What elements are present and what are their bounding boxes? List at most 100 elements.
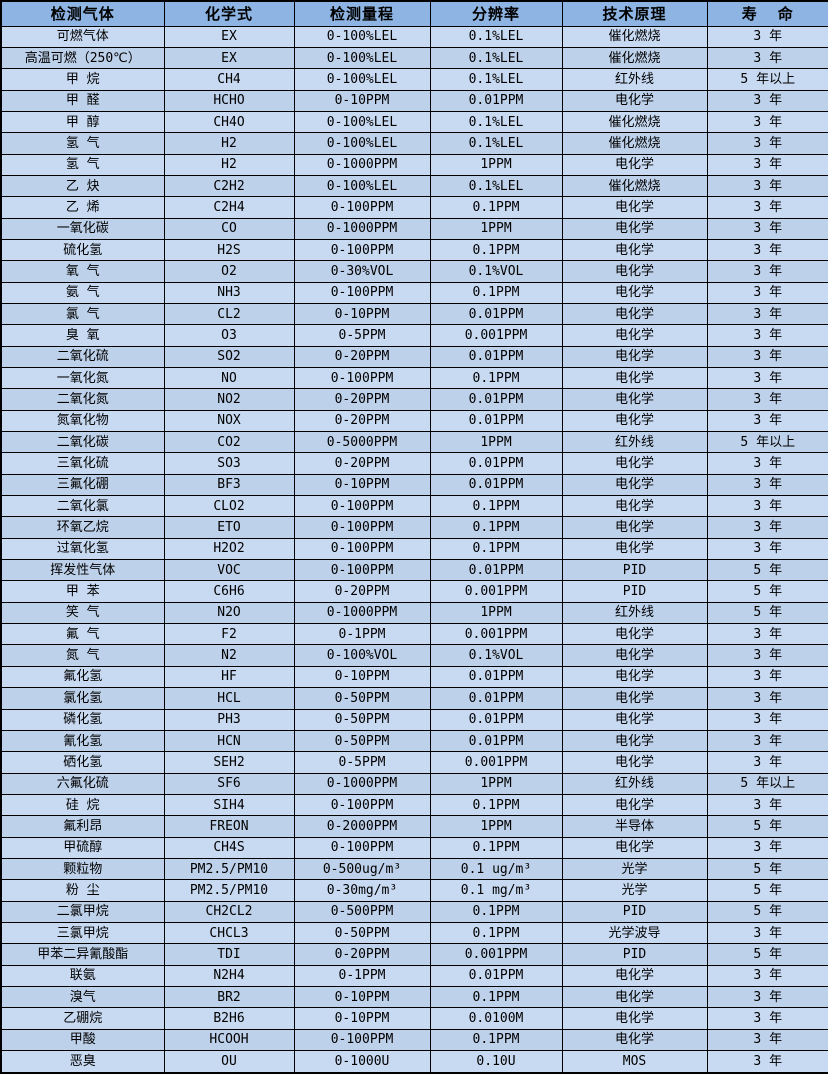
table-row: 甲 醇 CH4O 0-100%LEL 0.1%LEL 催化燃烧 3 年	[0, 110, 828, 134]
cell: 0.01PPM	[429, 687, 563, 710]
cell: 电化学	[561, 324, 708, 347]
cell: CH4	[163, 68, 295, 91]
cell: CH4O	[163, 110, 295, 134]
cell: 催化燃烧	[561, 132, 708, 155]
cell: 联氨	[0, 964, 165, 987]
cell: 3 年	[706, 708, 828, 731]
cell: 3 年	[706, 516, 828, 539]
cell: 0.1PPM	[429, 238, 563, 262]
cell: B2H6	[163, 1007, 295, 1030]
cell: 乙硼烷	[0, 1007, 165, 1030]
cell: O3	[163, 324, 295, 347]
cell: 电化学	[561, 473, 708, 497]
cell: 二氧化硫	[0, 345, 165, 369]
cell: 0-100PPM	[293, 281, 431, 304]
cell: 3 年	[706, 89, 828, 112]
cell: 0.01PPM	[429, 473, 563, 497]
cell: 3 年	[706, 345, 828, 369]
table-row: 氢 气 H2 0-1000PPM 1PPM 电化学 3 年	[0, 153, 828, 176]
cell: 硒化氢	[0, 751, 165, 774]
cell: 电化学	[561, 729, 708, 753]
table-row: 联氨 N2H4 0-1PPM 0.01PPM 电化学 3 年	[0, 964, 828, 987]
cell: FREON	[163, 815, 295, 838]
cell: 0.01PPM	[429, 964, 563, 987]
cell: 0.1%LEL	[429, 25, 563, 48]
cell: 0.001PPM	[429, 580, 563, 603]
cell: 1PPM	[429, 431, 563, 454]
cell: 1PPM	[429, 772, 563, 795]
cell: HCOOH	[163, 1028, 295, 1052]
cell: 电化学	[561, 495, 708, 518]
cell: 氨 气	[0, 281, 165, 304]
cell: 0.1%VOL	[429, 644, 563, 667]
cell: 电化学	[561, 89, 708, 112]
table-row: 臭 氧 O3 0-5PPM 0.001PPM 电化学 3 年	[0, 324, 828, 347]
cell: 二氧化碳	[0, 431, 165, 454]
cell: 0.001PPM	[429, 943, 563, 966]
cell: 0.01PPM	[429, 409, 563, 433]
cell: 0.1PPM	[429, 366, 563, 390]
cell: 0.1PPM	[429, 537, 563, 561]
cell: 3 年	[706, 623, 828, 646]
cell: 二氯甲烷	[0, 900, 165, 923]
cell: 3 年	[706, 452, 828, 475]
cell: 氯 气	[0, 302, 165, 326]
cell: 甲苯二异氰酸酯	[0, 943, 165, 966]
table-row: 二氯甲烷 CH2CL2 0-500PPM 0.1PPM PID 5 年	[0, 900, 828, 923]
table-row: 氰化氢 HCN 0-50PPM 0.01PPM 电化学 3 年	[0, 729, 828, 753]
cell: 电化学	[561, 238, 708, 262]
cell: CHCL3	[163, 921, 295, 945]
cell: 0.1PPM	[429, 921, 563, 945]
cell: 三氯甲烷	[0, 921, 165, 945]
cell: 3 年	[706, 110, 828, 134]
cell: 0.1%LEL	[429, 110, 563, 134]
cell: TDI	[163, 943, 295, 966]
cell: 1PPM	[429, 815, 563, 838]
cell: PID	[561, 943, 708, 966]
cell: 0-100PPM	[293, 836, 431, 859]
cell: 5 年以上	[706, 68, 828, 91]
cell: 三氟化硼	[0, 473, 165, 497]
cell: 过氧化氢	[0, 537, 165, 561]
cell: 0.001PPM	[429, 751, 563, 774]
cell: 0-20PPM	[293, 388, 431, 411]
cell: C6H6	[163, 580, 295, 603]
cell: 0-5PPM	[293, 324, 431, 347]
cell: 3 年	[706, 409, 828, 433]
table-row: 甲苯二异氰酸酯 TDI 0-20PPM 0.001PPM PID 5 年	[0, 943, 828, 966]
cell: 0.1PPM	[429, 281, 563, 304]
cell: C2H4	[163, 196, 295, 219]
cell: 溴气	[0, 985, 165, 1009]
cell: 0-30%VOL	[293, 260, 431, 283]
cell: 电化学	[561, 1007, 708, 1030]
cell: 0-100PPM	[293, 495, 431, 518]
cell: 红外线	[561, 772, 708, 795]
cell: 0.01PPM	[429, 665, 563, 689]
table-row: 三氟化硼 BF3 0-10PPM 0.01PPM 电化学 3 年	[0, 473, 828, 497]
cell: 3 年	[706, 495, 828, 518]
table-row: 乙硼烷 B2H6 0-10PPM 0.0100M 电化学 3 年	[0, 1007, 828, 1030]
cell: 三氧化硫	[0, 452, 165, 475]
cell: OU	[163, 1050, 295, 1074]
cell: 3 年	[706, 281, 828, 304]
cell: 红外线	[561, 431, 708, 454]
cell: 3 年	[706, 388, 828, 411]
cell: 电化学	[561, 644, 708, 667]
cell: 0-10PPM	[293, 473, 431, 497]
cell: NO	[163, 366, 295, 390]
cell: 0.01PPM	[429, 559, 563, 582]
cell: 0.1PPM	[429, 196, 563, 219]
cell: 电化学	[561, 985, 708, 1009]
cell: PM2.5/PM10	[163, 857, 295, 881]
cell: 0-100PPM	[293, 559, 431, 582]
cell: 0-100%LEL	[293, 68, 431, 91]
cell: 二氧化氮	[0, 388, 165, 411]
table-row: 颗粒物 PM2.5/PM10 0-500ug/m³ 0.1 ug/m³ 光学 5 年	[0, 857, 828, 881]
cell: 3 年	[706, 174, 828, 198]
table-row: 挥发性气体 VOC 0-100PPM 0.01PPM PID 5 年	[0, 559, 828, 582]
table-row: 甲硫醇 CH4S 0-100PPM 0.1PPM 电化学 3 年	[0, 836, 828, 859]
cell: 氟 气	[0, 623, 165, 646]
cell: F2	[163, 623, 295, 646]
cell: CLO2	[163, 495, 295, 518]
